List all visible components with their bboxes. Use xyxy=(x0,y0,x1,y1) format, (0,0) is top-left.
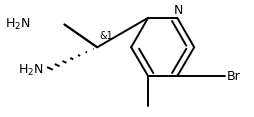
Text: &1: &1 xyxy=(99,31,113,41)
Text: H$_2$N: H$_2$N xyxy=(5,17,30,32)
Text: H$_2$N: H$_2$N xyxy=(18,62,44,78)
Text: N: N xyxy=(173,4,182,17)
Text: Br: Br xyxy=(226,70,240,83)
